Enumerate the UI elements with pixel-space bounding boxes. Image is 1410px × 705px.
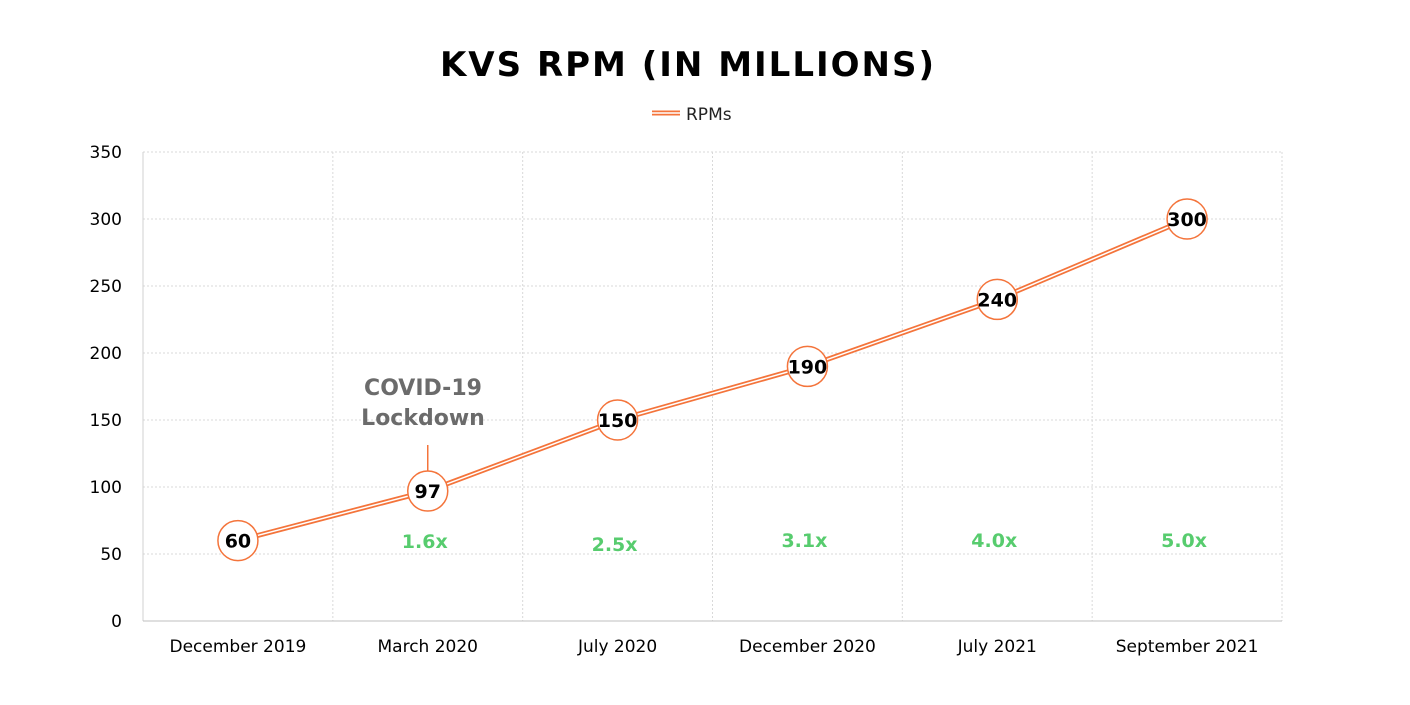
data-label-1: 97: [415, 481, 441, 503]
legend: RPMs: [652, 105, 732, 125]
y-tick-label-100: 100: [90, 478, 122, 498]
data-label-2: 150: [598, 410, 638, 432]
annotation-line-0: COVID-19: [364, 376, 482, 401]
y-tick-label-350: 350: [90, 143, 122, 163]
growth-label-5: 5.0x: [1161, 530, 1207, 552]
y-tick-label-150: 150: [90, 411, 122, 431]
data-point-5: [1166, 198, 1208, 240]
y-tick-label-0: 0: [111, 612, 122, 632]
x-axis: December 2019 March 2020 July 2020 December…: [170, 637, 1259, 657]
x-tick-label-0: December 2019: [170, 637, 307, 657]
annotation-line-1: Lockdown: [361, 406, 485, 431]
y-axis: 0 50 100 150 200 250 300 350: [90, 143, 122, 632]
y-tick-label-200: 200: [90, 344, 122, 364]
data-point-2: [596, 399, 639, 441]
grid: [142, 151, 1283, 622]
data-label-0: 60: [225, 531, 251, 553]
x-tick-label-3: December 2020: [739, 637, 876, 657]
data-point-0: [217, 519, 259, 562]
growth-label-2: 2.5x: [592, 534, 638, 556]
chart-title: KVS RPM (IN MILLIONS): [440, 45, 936, 85]
legend-label-rpms: RPMs: [686, 105, 732, 125]
covid-annotation: COVID-19 Lockdown: [361, 376, 485, 472]
growth-label-4: 4.0x: [971, 530, 1017, 552]
data-label-3: 190: [788, 356, 828, 378]
y-tick-label-50: 50: [100, 545, 122, 565]
growth-labels: 1.6x 2.5x 3.1x 4.0x 5.0x: [402, 530, 1207, 556]
data-label-4: 240: [977, 289, 1017, 311]
x-tick-label-4: July 2021: [957, 637, 1037, 657]
x-tick-label-2: July 2020: [577, 637, 657, 657]
growth-label-1: 1.6x: [402, 531, 448, 553]
y-tick-label-250: 250: [90, 277, 122, 297]
x-tick-label-1: March 2020: [378, 637, 479, 657]
data-label-5: 300: [1167, 209, 1207, 231]
series-line-rpms-inner: [237, 218, 1188, 542]
y-tick-label-300: 300: [90, 210, 122, 230]
data-point-3: [786, 345, 829, 388]
series-rpms: [235, 216, 1190, 544]
data-points: 60 97 150 190 240 300: [217, 198, 1208, 562]
data-point-4: [976, 278, 1018, 321]
x-tick-label-5: September 2021: [1116, 637, 1259, 657]
data-point-1: [407, 470, 449, 512]
growth-label-3: 3.1x: [781, 530, 827, 552]
